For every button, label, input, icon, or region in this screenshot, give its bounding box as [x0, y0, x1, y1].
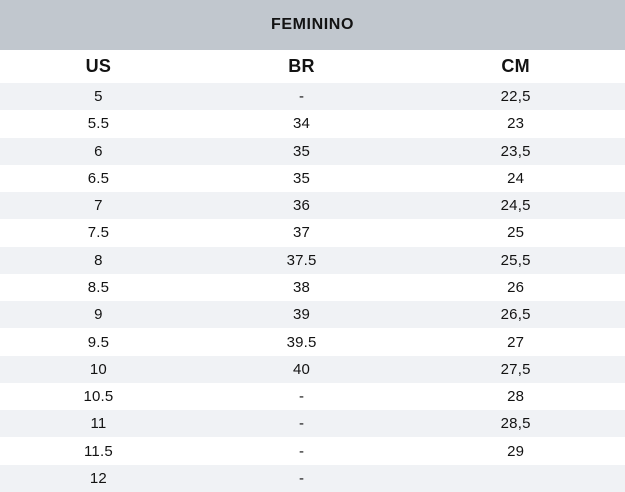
- header-row: US BR CM: [0, 50, 625, 83]
- cell-us: 9.5: [87, 333, 110, 351]
- column-header-br: BR: [288, 56, 315, 76]
- cell-br: 37.5: [286, 251, 317, 269]
- cell-cm: 26: [507, 278, 525, 296]
- cell-br: 34: [293, 115, 311, 133]
- cell-br: -: [298, 442, 305, 460]
- cell-us: 6.5: [87, 169, 110, 187]
- cell-cm: 29: [507, 442, 525, 460]
- table-row: 5 - 22,5: [0, 83, 625, 111]
- cell-cm: [406, 465, 625, 492]
- cell-us: 12: [89, 469, 107, 487]
- table-row: 6.5 35 24: [0, 164, 625, 193]
- cell-br: 35: [293, 142, 311, 160]
- cell-us: 5: [94, 88, 103, 106]
- cell-br: 35: [293, 169, 311, 187]
- cell-br: 39.5: [286, 333, 317, 351]
- column-header-us: US: [85, 56, 112, 76]
- cell-us: 9: [94, 306, 103, 324]
- cell-us: 5.5: [87, 115, 110, 133]
- cell-us: 10.5: [83, 388, 114, 406]
- table-row: 10 40 27,5: [0, 355, 625, 383]
- table-row: 5.5 34 23: [0, 110, 625, 138]
- cell-us: 11: [90, 415, 107, 433]
- cell-cm: 27,5: [500, 360, 531, 378]
- column-header-cm: CM: [501, 56, 530, 76]
- table-row: 12 -: [0, 464, 625, 492]
- cell-br: -: [298, 469, 305, 487]
- cell-us: 8: [94, 251, 103, 269]
- cell-cm: 26,5: [500, 306, 531, 324]
- cell-br: -: [298, 415, 305, 433]
- cell-cm: 28,5: [500, 415, 531, 433]
- cell-cm: 24,5: [500, 197, 531, 215]
- table-row: 7 36 24,5: [0, 192, 625, 220]
- cell-cm: 23: [507, 115, 525, 133]
- cell-br: 37: [293, 224, 311, 242]
- table-row: 8.5 38 26: [0, 273, 625, 302]
- table-row: 9.5 39.5 27: [0, 328, 625, 356]
- cell-cm: 24: [507, 169, 525, 187]
- cell-us: 7: [94, 197, 103, 215]
- cell-br: -: [298, 388, 305, 406]
- cell-cm: 23,5: [500, 142, 531, 160]
- cell-br: 39: [293, 306, 311, 324]
- cell-us: 7.5: [87, 224, 110, 242]
- table-title-bar: FEMININO: [0, 0, 625, 50]
- cell-cm: 28: [507, 388, 525, 406]
- table-row: 9 39 26,5: [0, 301, 625, 329]
- cell-us: 6: [94, 142, 103, 160]
- table-row: 10.5 - 28: [0, 382, 625, 411]
- cell-cm: 25,5: [500, 251, 531, 269]
- cell-us: 8.5: [87, 278, 110, 296]
- cell-cm: 27: [507, 333, 525, 351]
- cell-cm: 22,5: [500, 88, 531, 106]
- cell-br: 38: [293, 278, 311, 296]
- cell-us: 10: [89, 360, 107, 378]
- table-title: FEMININO: [270, 16, 355, 33]
- cell-br: 36: [293, 197, 311, 215]
- table-row: 11 - 28,5: [0, 410, 625, 438]
- cell-br: 40: [293, 360, 311, 378]
- cell-br: -: [298, 88, 305, 106]
- cell-cm: 25: [507, 224, 525, 242]
- table-row: 7.5 37 25: [0, 219, 625, 247]
- cell-us: 11.5: [83, 442, 113, 460]
- size-conversion-table: US BR CM 5 - 22,5 5.5 34 23 6 35 23,5 6.…: [0, 50, 625, 492]
- table-row: 8 37.5 25,5: [0, 246, 625, 274]
- table-row: 11.5 - 29: [0, 437, 625, 465]
- table-row: 6 35 23,5: [0, 137, 625, 165]
